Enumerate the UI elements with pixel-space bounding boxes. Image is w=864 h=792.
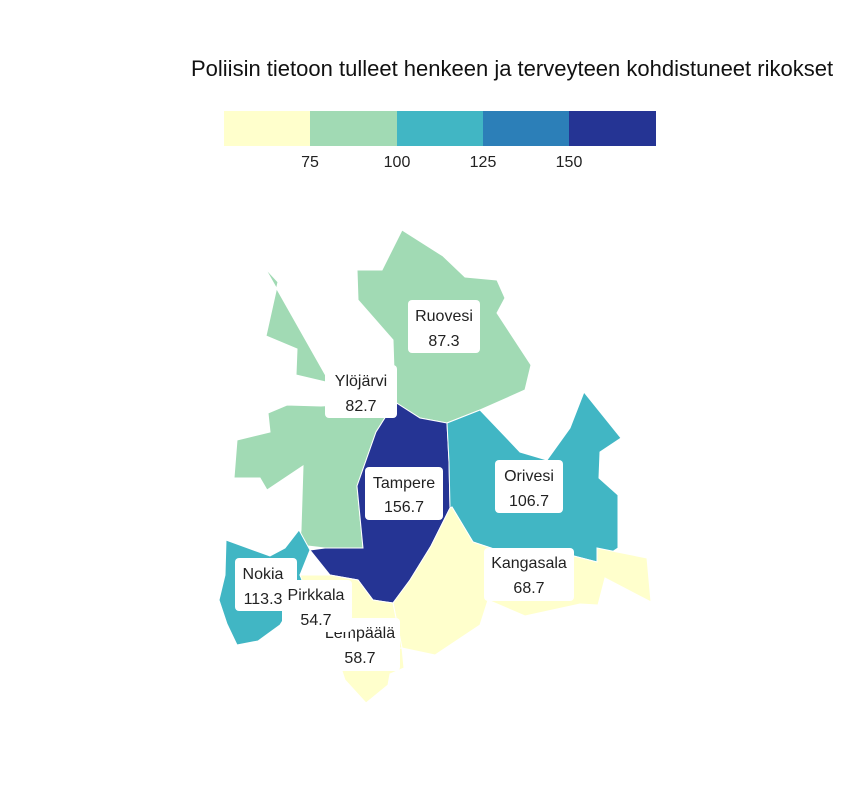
region-value: 68.7	[513, 580, 544, 597]
region-value: 106.7	[509, 493, 549, 510]
label-ylojarvi: Ylöjärvi 82.7	[325, 365, 397, 418]
label-pirkkala: Pirkkala 54.7	[282, 580, 352, 632]
legend-tick: 125	[469, 154, 497, 171]
legend-swatch-3	[397, 111, 484, 146]
region-name: Orivesi	[504, 468, 554, 485]
label-tampere: Tampere 156.7	[365, 467, 443, 520]
legend-tick: 150	[555, 154, 583, 171]
legend-swatch-2	[310, 111, 397, 146]
map-title: Poliisin tietoon tulleet henkeen ja terv…	[191, 56, 834, 81]
legend-swatch-1	[224, 111, 311, 146]
region-value: 82.7	[345, 398, 376, 415]
label-nokia: Nokia 113.3	[235, 558, 297, 611]
color-legend: 75 100 125 150	[224, 111, 656, 175]
legend-swatch-4	[483, 111, 570, 146]
region-name: Nokia	[243, 566, 284, 583]
region-value: 58.7	[344, 650, 375, 667]
region-name: Ruovesi	[415, 308, 473, 325]
label-kangasala: Kangasala 68.7	[484, 548, 574, 601]
region-name: Ylöjärvi	[335, 373, 387, 390]
legend-tick: 75	[301, 154, 319, 171]
region-name: Tampere	[373, 475, 435, 492]
legend-tick: 100	[383, 154, 411, 171]
label-ruovesi: Ruovesi 87.3	[408, 300, 480, 353]
region-value: 54.7	[300, 612, 331, 629]
legend-swatch-5	[569, 111, 656, 146]
region-value: 156.7	[384, 499, 424, 516]
region-name: Kangasala	[491, 555, 567, 572]
region-value: 87.3	[428, 333, 459, 350]
region-name: Pirkkala	[288, 587, 345, 604]
label-orivesi: Orivesi 106.7	[495, 460, 563, 513]
region-value: 113.3	[244, 591, 283, 608]
